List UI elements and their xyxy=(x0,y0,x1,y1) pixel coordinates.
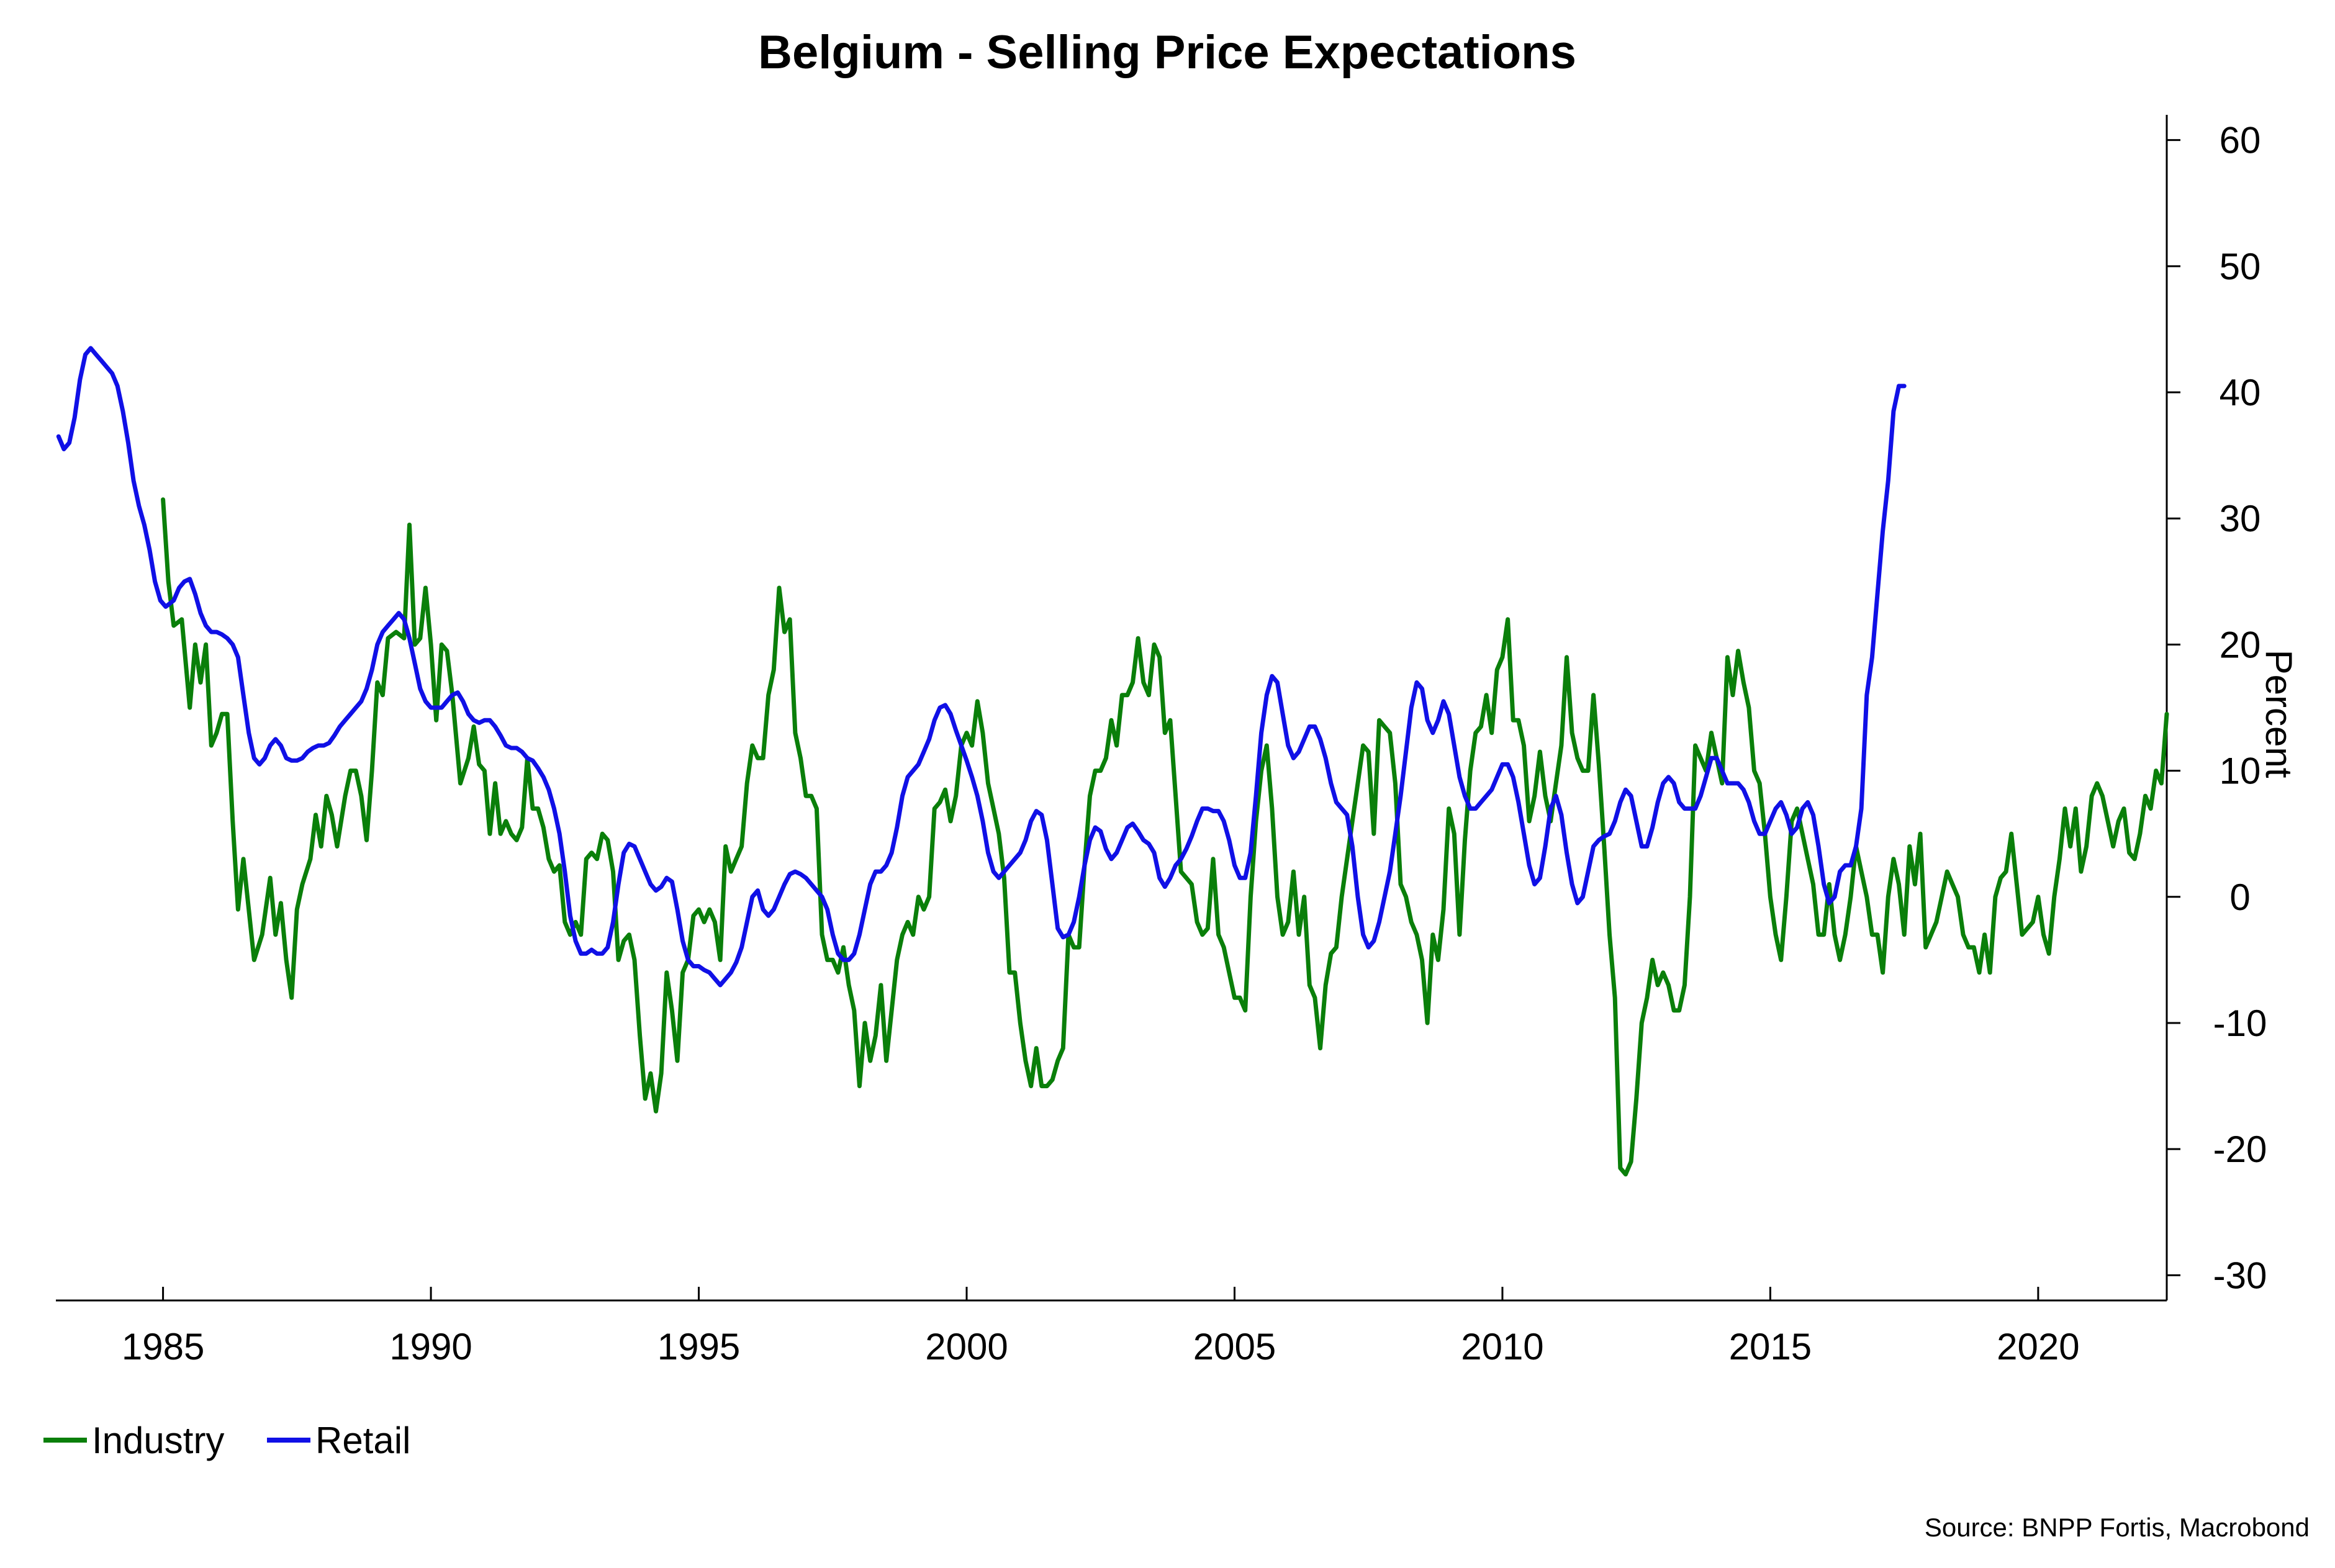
source-note: Source: BNPP Fortis, Macrobond xyxy=(1925,1513,2310,1542)
axes: 1985 1990 1995 2000 2005 2010 2015 2020-30-20-1… xyxy=(56,115,2267,1367)
y-tick-label: -10 xyxy=(2213,1003,2267,1044)
legend-label-industry: Industry xyxy=(92,1420,224,1461)
y-tick-label: 40 xyxy=(2220,372,2261,413)
series-layer xyxy=(56,346,2169,1177)
x-tick-label: 2015 xyxy=(1729,1326,1812,1367)
legend-label-retail: Retail xyxy=(315,1420,410,1461)
y-tick-label: 20 xyxy=(2220,624,2261,665)
x-tick-label: 2000 xyxy=(925,1326,1008,1367)
y-tick-label: -30 xyxy=(2213,1255,2267,1296)
y-tick-label: 60 xyxy=(2220,120,2261,161)
chart-title: Belgium - Selling Price Expectations xyxy=(758,26,1576,79)
y-tick-label: 10 xyxy=(2220,750,2261,792)
y-axis-title: Percent xyxy=(2258,650,2300,778)
x-tick-label: 2005 xyxy=(1193,1326,1276,1367)
x-tick-label: 2020 xyxy=(1997,1326,2079,1367)
series-line-industry xyxy=(161,497,2169,1177)
x-tick-label: 1995 xyxy=(657,1326,740,1367)
y-tick-label: 0 xyxy=(2229,876,2250,918)
x-tick-label: 1985 xyxy=(122,1326,204,1367)
x-tick-label: 1990 xyxy=(389,1326,472,1367)
y-tick-label: -20 xyxy=(2213,1129,2267,1170)
legend: Industry Retail xyxy=(43,1420,410,1461)
y-tick-label: 30 xyxy=(2220,498,2261,539)
y-tick-label: 50 xyxy=(2220,246,2261,287)
series-line-retail xyxy=(56,346,1907,988)
x-tick-label: 2010 xyxy=(1461,1326,1543,1367)
